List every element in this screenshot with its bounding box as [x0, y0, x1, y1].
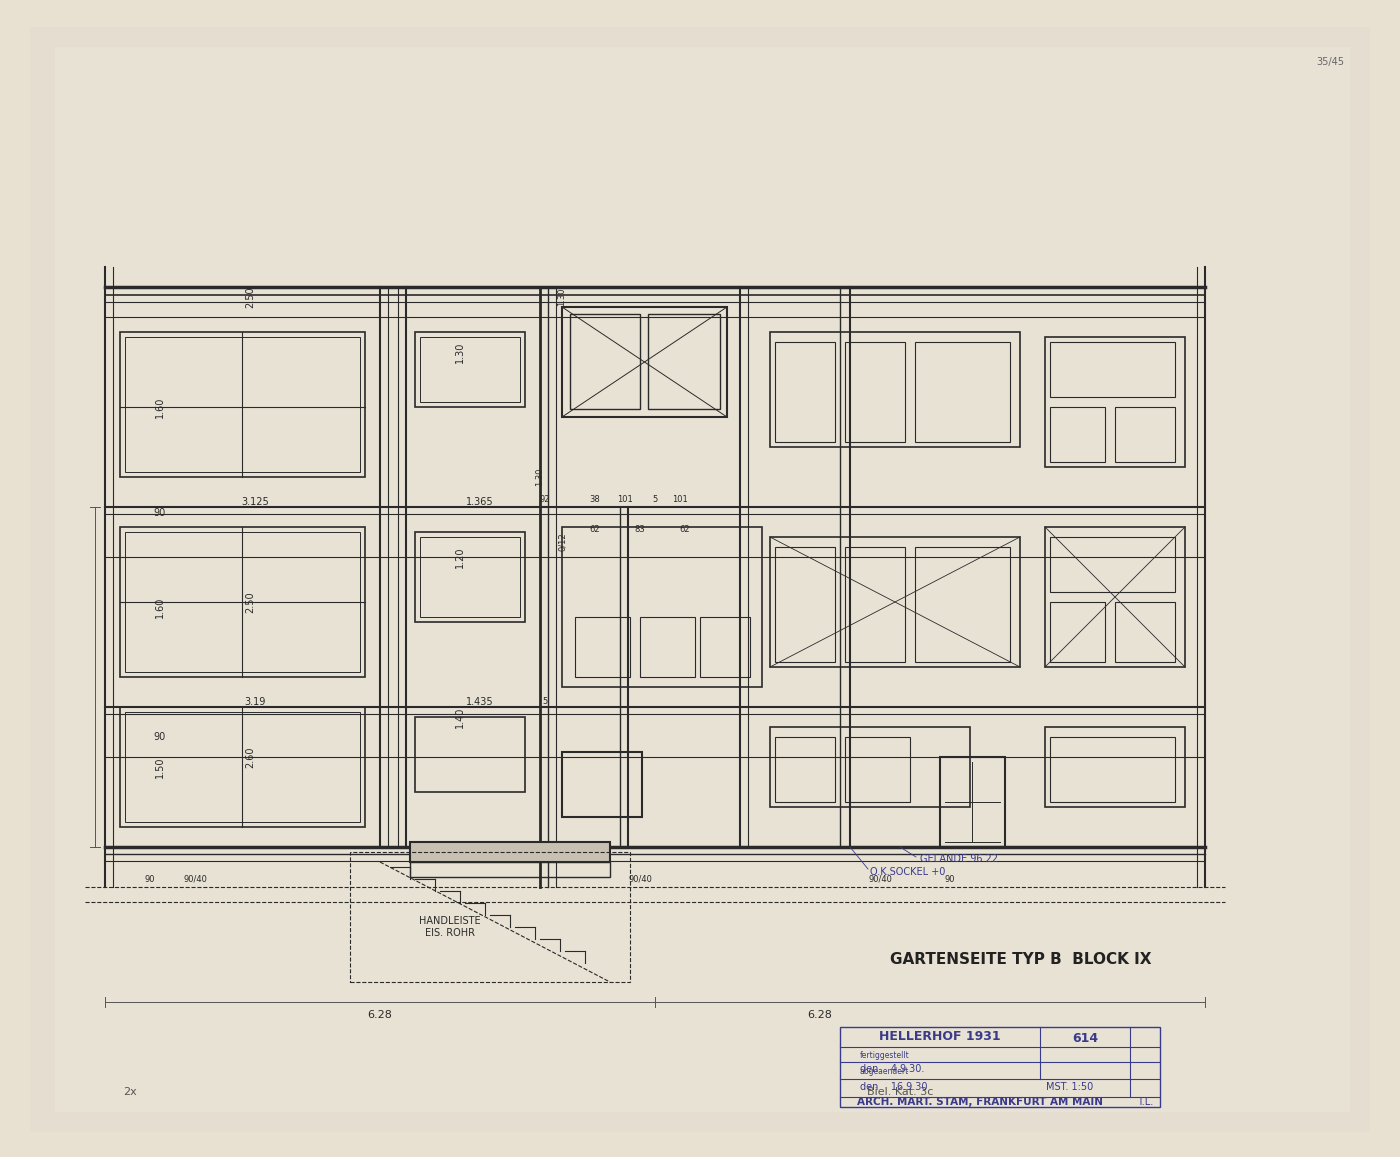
Bar [916, 547, 1009, 662]
Bar [770, 727, 970, 806]
Bar [776, 737, 834, 802]
Bar [846, 547, 904, 662]
Bar [700, 617, 750, 677]
Text: GELANDE 96.22: GELANDE 96.22 [920, 854, 998, 864]
Bar [414, 332, 525, 407]
Bar [916, 342, 1009, 442]
Text: 90: 90 [154, 508, 167, 518]
Text: 3.19: 3.19 [245, 697, 266, 707]
Bar [1050, 602, 1105, 662]
Bar [846, 342, 904, 442]
Text: Biel. Kat. 3c: Biel. Kat. 3c [867, 1086, 934, 1097]
Text: den    4.9.30.: den 4.9.30. [860, 1064, 924, 1074]
Bar [410, 862, 610, 877]
Text: 6.28: 6.28 [368, 1010, 392, 1020]
Bar [1044, 337, 1184, 467]
Text: T.L.: T.L. [1137, 1097, 1154, 1107]
Bar [1050, 737, 1175, 802]
Text: 90/40: 90/40 [868, 875, 892, 884]
Text: 101: 101 [617, 494, 633, 503]
Bar [1050, 407, 1105, 462]
Bar [420, 337, 519, 401]
Text: 1.435: 1.435 [466, 697, 494, 707]
Bar [648, 314, 720, 410]
Text: 83: 83 [634, 524, 645, 533]
Bar [561, 307, 727, 417]
Bar [939, 757, 1005, 847]
Text: 2.50: 2.50 [245, 591, 255, 613]
Bar [776, 547, 834, 662]
Text: 3.125: 3.125 [241, 498, 269, 507]
Text: MST. 1:50: MST. 1:50 [1046, 1082, 1093, 1092]
Text: 38: 38 [589, 494, 601, 503]
Bar [575, 617, 630, 677]
Bar [570, 314, 640, 410]
Bar [1114, 602, 1175, 662]
Text: 62: 62 [589, 524, 601, 533]
Bar [410, 842, 610, 862]
Bar [1114, 407, 1175, 462]
Text: 35/45: 35/45 [1316, 57, 1344, 67]
Bar [1044, 727, 1184, 806]
Text: 1.30: 1.30 [535, 467, 545, 486]
Text: 1.60: 1.60 [155, 596, 165, 618]
Text: 1.30: 1.30 [557, 288, 567, 307]
Text: 2x: 2x [123, 1086, 137, 1097]
Bar [846, 737, 910, 802]
Text: 0/12: 0/12 [557, 532, 567, 552]
Text: O.K.SOCKEL +0: O.K.SOCKEL +0 [869, 867, 945, 877]
Bar [561, 752, 643, 817]
Text: 1.60: 1.60 [155, 397, 165, 418]
Bar [125, 532, 360, 672]
Bar [561, 526, 762, 687]
Text: 614: 614 [1072, 1032, 1098, 1046]
Text: HELLERHOF 1931: HELLERHOF 1931 [879, 1031, 1001, 1044]
Text: den    16.9.30: den 16.9.30 [860, 1082, 927, 1092]
Text: 6.28: 6.28 [808, 1010, 833, 1020]
Bar [840, 1027, 1161, 1107]
Bar [120, 332, 365, 477]
Text: 1.365: 1.365 [466, 498, 494, 507]
Bar [1050, 537, 1175, 592]
Bar [770, 332, 1021, 447]
Bar [776, 342, 834, 442]
Text: 62: 62 [679, 524, 690, 533]
Bar [120, 526, 365, 677]
Bar [1044, 526, 1184, 666]
Text: 90/40: 90/40 [629, 875, 652, 884]
Text: 1.20: 1.20 [455, 546, 465, 568]
Text: fertiggestellt: fertiggestellt [860, 1051, 910, 1060]
Text: 2.50: 2.50 [245, 286, 255, 308]
Text: 1.40: 1.40 [455, 706, 465, 728]
Text: ARCH. MART. STAM, FRANKFURT AM MAIN: ARCH. MART. STAM, FRANKFURT AM MAIN [857, 1097, 1103, 1107]
Bar [640, 617, 694, 677]
Text: 90: 90 [945, 875, 955, 884]
Text: HANDLEISTE
EIS. ROHR: HANDLEISTE EIS. ROHR [419, 916, 480, 938]
Bar [1050, 342, 1175, 397]
Text: 1.50: 1.50 [155, 757, 165, 778]
Text: 92: 92 [540, 494, 550, 503]
Text: 101: 101 [672, 494, 687, 503]
Text: abgeaendert: abgeaendert [860, 1068, 909, 1076]
Text: GARTENSEITE TYP B  BLOCK IX: GARTENSEITE TYP B BLOCK IX [890, 952, 1151, 967]
Text: 5: 5 [542, 698, 547, 707]
Bar [125, 712, 360, 821]
Text: 90: 90 [154, 732, 167, 742]
Bar [770, 537, 1021, 666]
Bar [350, 852, 630, 982]
Text: 5: 5 [652, 494, 658, 503]
Bar [125, 337, 360, 472]
Bar [414, 717, 525, 793]
Text: 90/40: 90/40 [183, 875, 207, 884]
Bar [414, 532, 525, 622]
Text: 2.60: 2.60 [245, 746, 255, 768]
Text: 90: 90 [144, 875, 155, 884]
Bar [120, 707, 365, 827]
Bar [420, 537, 519, 617]
Text: 1.30: 1.30 [455, 341, 465, 362]
